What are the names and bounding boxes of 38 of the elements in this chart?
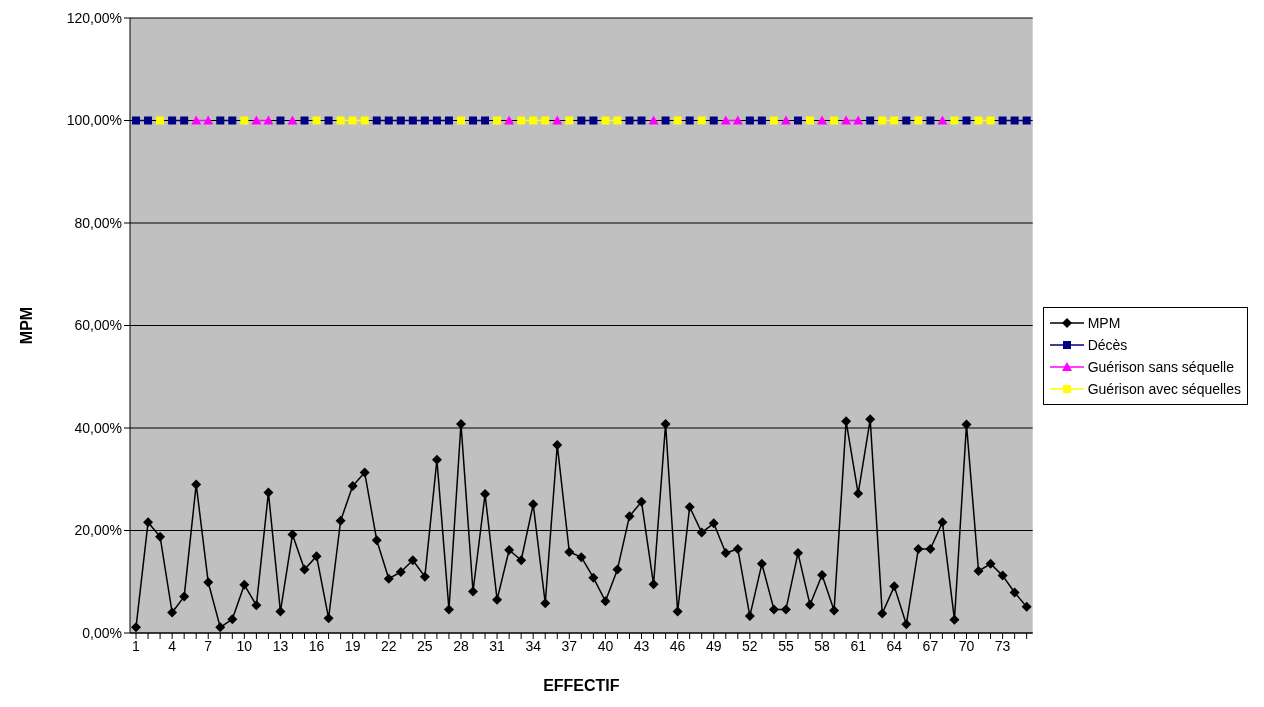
x-tick-label: 73 [994,637,1011,654]
x-tick-label: 61 [850,637,867,654]
x-tick-label: 4 [168,637,177,654]
x-tick-label: 19 [344,637,361,654]
x-tick-label: 43 [633,637,650,654]
x-tick-label: 34 [525,637,542,654]
x-tick-label: 31 [489,637,506,654]
x-tick-label: 46 [669,637,686,654]
y-tick-label: 40,00% [74,419,122,436]
x-tick-label: 67 [922,637,939,654]
y-tick-label: 0,00% [82,624,122,641]
y-tick-label: 80,00% [74,214,122,231]
x-tick-label: 28 [453,637,469,654]
x-tick-label: 1 [132,637,141,654]
legend-label: MPM [1087,314,1121,331]
x-tick-label: 37 [561,637,578,654]
x-tick-label: 22 [380,637,397,654]
x-tick-label: 40 [597,637,614,654]
x-tick-label: 49 [705,637,722,654]
x-axis-title: EFFECTIF [543,677,620,694]
x-tick-label: 10 [236,637,253,654]
y-tick-label: 20,00% [74,522,122,539]
legend-label: Guérison avec séquelles [1087,380,1241,397]
legend-label: Guérison sans séquelle [1087,358,1234,375]
x-tick-label: 25 [417,637,433,654]
x-tick-label: 52 [742,637,758,654]
x-tick-label: 64 [886,637,903,654]
x-tick-label: 7 [204,637,213,654]
y-tick-label: 120,00% [66,9,122,26]
legend-label: Décès [1087,336,1128,353]
x-tick-label: 70 [958,637,975,654]
y-tick-label: 60,00% [74,317,122,334]
y-axis-title: MPM [17,306,35,345]
y-tick-label: 100,00% [66,112,122,129]
x-tick-label: 16 [308,637,325,654]
x-tick-label: 13 [272,637,289,654]
x-tick-label: 55 [778,637,794,654]
x-tick-label: 58 [814,637,831,654]
